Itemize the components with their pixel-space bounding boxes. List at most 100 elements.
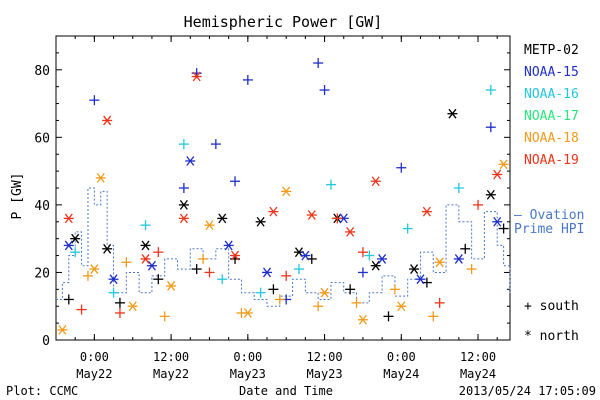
data-point [159,311,170,322]
data-point [204,267,215,278]
data-point [178,183,189,193]
y-tick-label: 60 [34,131,50,146]
star-marker-d2 [64,213,73,224]
data-points [57,58,509,335]
star-marker-d2 [378,254,387,264]
data-point [300,250,311,261]
star-marker-d2 [358,314,367,325]
x-tick-label-time: 12:00 [307,350,343,364]
data-point [421,206,432,217]
x-tick-label-time: 12:00 [460,350,496,364]
x-tick-label-time: 0:00 [80,350,109,364]
star-marker-d2 [147,260,156,271]
data-point [345,227,356,237]
data-point [485,85,496,96]
data-point [70,233,81,244]
star-marker-d2 [416,274,425,285]
data-point [95,172,106,183]
star-marker-d2 [58,324,67,335]
hpi-layer [56,187,511,307]
data-point [121,257,132,268]
x-tick-label-time: 0:00 [387,350,416,364]
star-marker-d2 [448,108,457,119]
star-marker-d2 [454,254,463,264]
data-point [364,250,375,261]
data-point [114,297,125,308]
data-point [153,274,164,285]
data-point [230,250,241,261]
legend-marker: * north [524,329,579,344]
data-point [262,267,273,278]
star-marker-d2 [64,240,73,251]
data-point [274,294,285,305]
star-marker-d2 [301,250,310,261]
data-point [345,284,356,295]
star-marker-d2 [167,281,176,291]
y-tick-label: 40 [34,199,50,214]
data-point [415,274,426,285]
data-point [293,264,304,275]
star-marker-d2 [256,216,265,227]
star-marker-d2 [397,301,406,312]
data-point [377,254,388,264]
data-point [89,264,100,274]
data-point [166,281,177,291]
star-marker-d2 [371,176,380,187]
x-tick-label-date: May23 [230,367,266,381]
star-marker-d2 [282,186,291,197]
data-point [204,220,215,231]
star-marker-d2 [71,233,80,244]
data-point [255,287,266,298]
data-point [153,247,164,258]
x-tick-label-date: May24 [383,367,419,381]
data-point [453,183,464,193]
legend-entry: NOAA-15 [524,65,579,80]
data-point [223,240,234,251]
y-tick-label: 0 [42,334,50,349]
chart-title: Hemispheric Power [GW] [184,13,383,31]
data-point [332,213,343,224]
star-marker-d2 [186,156,195,166]
data-point [63,294,74,305]
data-point [498,159,509,170]
data-point [351,297,362,308]
star-marker-d2 [192,71,201,82]
star-marker-d2 [493,169,502,180]
star-marker-d2 [307,210,316,220]
star-marker-d2 [371,260,380,271]
data-point [70,247,81,258]
star-marker-d2 [422,206,431,217]
data-point [319,287,330,298]
data-point [63,213,74,224]
data-point [217,213,228,224]
data-point [453,254,464,264]
data-point [357,314,368,325]
data-point [319,85,330,96]
star-marker-d2 [486,189,495,200]
legend-entry: NOAA-16 [524,87,579,102]
data-point [402,223,413,234]
star-marker-d2 [205,220,214,231]
data-point [466,264,477,275]
data-point [306,210,317,220]
star-marker-d2 [128,301,137,312]
data-point [108,287,119,298]
data-point [383,311,394,322]
data-point [102,243,113,254]
data-point [485,189,496,200]
data-point [370,260,381,271]
x-tick-label-time: 0:00 [233,350,262,364]
star-marker-d2 [141,254,150,264]
star-marker-d2 [218,213,227,224]
star-marker-d2 [224,240,233,251]
data-point [492,216,503,227]
data-point [434,297,445,308]
data-point [281,186,292,197]
data-point [492,169,503,180]
data-point [447,108,458,119]
y-axis-label: P [GW] [10,173,25,220]
x-tick-label-date: May22 [153,367,189,381]
star-marker-d2 [499,159,508,170]
legend-entry: METP-02 [524,43,579,58]
